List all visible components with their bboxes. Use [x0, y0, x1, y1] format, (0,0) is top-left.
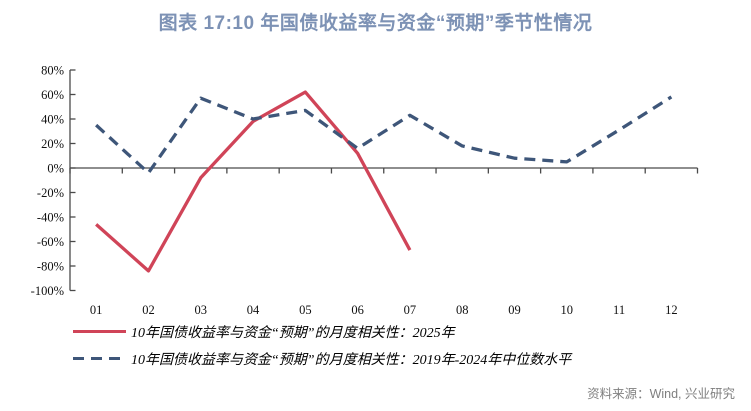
x-category-label: 05	[299, 303, 312, 317]
y-tick-label: 80%	[41, 63, 64, 77]
y-tick-label: -20%	[37, 186, 64, 200]
x-category-label: 07	[404, 303, 417, 317]
x-category-label: 11	[613, 303, 625, 317]
y-tick-label: -80%	[37, 259, 64, 273]
x-category-label: 10	[561, 303, 574, 317]
legend-solid-line-swatch	[73, 330, 126, 333]
page-title: 图表 17:10 年国债收益率与资金“预期”季节性情况	[158, 13, 593, 34]
legend-dashed-line-swatch	[73, 357, 126, 360]
x-category-label: 03	[194, 303, 207, 317]
y-tick-label: -100%	[31, 284, 64, 298]
x-category-label: 01	[90, 303, 103, 317]
x-category-label: 06	[351, 303, 364, 317]
y-tick-label: -60%	[37, 235, 64, 249]
legend-item-2025: 10年国债收益率与资金“预期”的月度相关性：2025年	[73, 318, 571, 345]
x-category-label: 02	[142, 303, 155, 317]
series-line-median	[95, 95, 673, 175]
legend-item-median: 10年国债收益率与资金“预期”的月度相关性：2019年-2024年中位数水平	[73, 345, 571, 372]
chart-legend: 10年国债收益率与资金“预期”的月度相关性：2025年 10年国债收益率与资金“…	[73, 318, 571, 372]
series-line-2025	[95, 90, 412, 273]
y-tick-label: 40%	[41, 112, 64, 126]
y-tick-label: 0%	[47, 161, 64, 175]
y-tick-label: 20%	[41, 137, 64, 151]
x-category-label: 09	[508, 303, 521, 317]
legend-label-median: 10年国债收益率与资金“预期”的月度相关性：2019年-2024年中位数水平	[131, 352, 572, 368]
x-category-label: 08	[456, 303, 469, 317]
source-note: 资料来源：Wind, 兴业研究	[587, 387, 735, 401]
legend-label-2025: 10年国债收益率与资金“预期”的月度相关性：2025年	[131, 325, 455, 341]
y-tick-label: -40%	[37, 210, 64, 224]
x-category-label: 12	[665, 303, 678, 317]
y-tick-label: 60%	[41, 88, 64, 102]
x-category-label: 04	[247, 303, 260, 317]
